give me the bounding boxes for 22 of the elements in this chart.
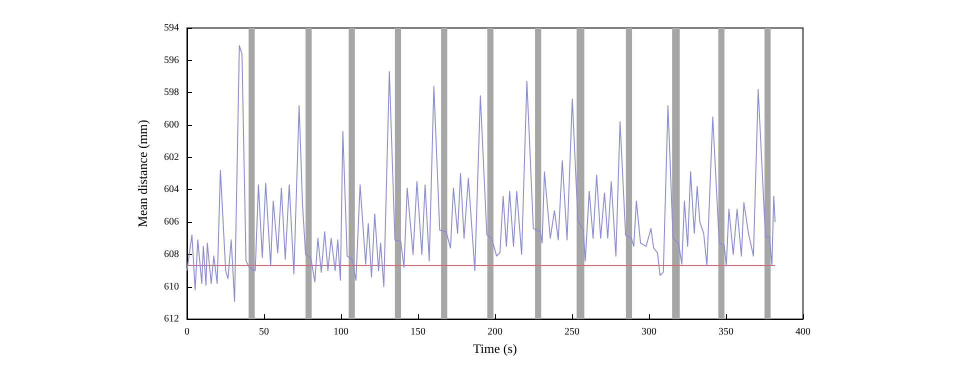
y-axis-title: Mean distance (mm) — [135, 120, 150, 228]
x-tick-label: 50 — [259, 326, 269, 338]
y-tick-label: 598 — [164, 87, 179, 98]
x-tick-label: 300 — [642, 326, 656, 338]
y-tick-label: 606 — [164, 216, 179, 228]
x-tick-label: 150 — [410, 326, 426, 338]
x-tick-label: 200 — [488, 326, 502, 338]
x-tick-label: 0 — [184, 326, 190, 338]
y-tick-label: 600 — [164, 120, 179, 131]
x-tick-label: 250 — [564, 326, 580, 338]
y-tick-label: 602 — [164, 152, 179, 163]
x-tick-label: 400 — [796, 326, 810, 338]
x-tick-label: 100 — [334, 326, 348, 338]
x-tick-label: 350 — [718, 326, 734, 338]
x-axis-title: Time (s) — [473, 341, 517, 356]
line-series — [186, 45, 776, 302]
y-tick-label: 608 — [164, 248, 179, 260]
y-tick-label: 604 — [164, 184, 179, 196]
y-tick-label: 612 — [164, 314, 179, 325]
y-tick-label: 610 — [164, 281, 179, 292]
y-tick-label: 594 — [164, 22, 179, 34]
y-tick-label: 596 — [164, 54, 179, 66]
